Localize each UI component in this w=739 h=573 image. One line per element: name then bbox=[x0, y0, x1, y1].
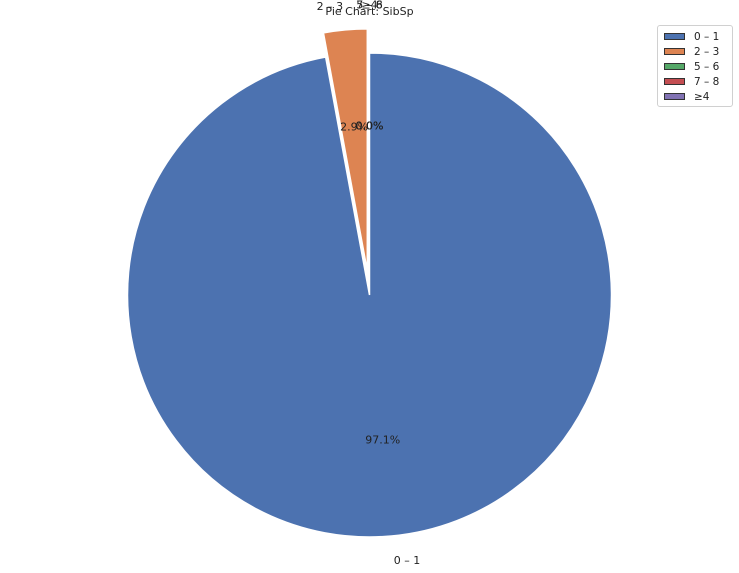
percent-label-1: 2.9% bbox=[340, 120, 368, 133]
legend-item-1: 2 – 3 bbox=[664, 44, 726, 59]
category-label-2: 5 – 6 bbox=[356, 0, 383, 12]
legend-swatch-0 bbox=[664, 33, 685, 40]
legend-item-2: 5 – 6 bbox=[664, 59, 726, 74]
category-label-1: 2 – 3 bbox=[317, 0, 344, 13]
legend-swatch-4 bbox=[664, 93, 685, 100]
legend-label-1: 2 – 3 bbox=[694, 45, 720, 58]
category-label-3: 7 – 8 bbox=[356, 0, 383, 12]
pie-slices bbox=[126, 28, 613, 538]
legend-label-3: 7 – 8 bbox=[694, 75, 720, 88]
legend-item-3: 7 – 8 bbox=[664, 74, 726, 89]
percent-label-4: 0.0% bbox=[356, 120, 384, 133]
legend-item-4: ≥4 bbox=[664, 89, 726, 104]
pie-slice-0 bbox=[126, 52, 613, 538]
legend-item-0: 0 – 1 bbox=[664, 29, 726, 44]
legend-label-4: ≥4 bbox=[694, 90, 710, 103]
percent-label-3: 0.0% bbox=[356, 120, 384, 133]
legend: 0 – 1 2 – 3 5 – 6 7 – 8 ≥4 bbox=[657, 25, 733, 107]
chart-title: Pie Chart: SibSp bbox=[325, 5, 413, 18]
legend-swatch-1 bbox=[664, 48, 685, 55]
legend-swatch-3 bbox=[664, 78, 685, 85]
pie-slice-1 bbox=[322, 28, 369, 272]
legend-swatch-2 bbox=[664, 63, 685, 70]
percent-label-0: 97.1% bbox=[365, 434, 400, 447]
category-label-0: 0 – 1 bbox=[394, 554, 421, 567]
category-label-4: ≥4 bbox=[361, 0, 377, 12]
percent-label-2: 0.0% bbox=[356, 120, 384, 133]
legend-label-2: 5 – 6 bbox=[694, 60, 720, 73]
pie-labels: 97.1%0 – 12.9%2 – 30.0%5 – 60.0%7 – 80.0… bbox=[317, 0, 421, 567]
legend-label-0: 0 – 1 bbox=[694, 30, 720, 43]
